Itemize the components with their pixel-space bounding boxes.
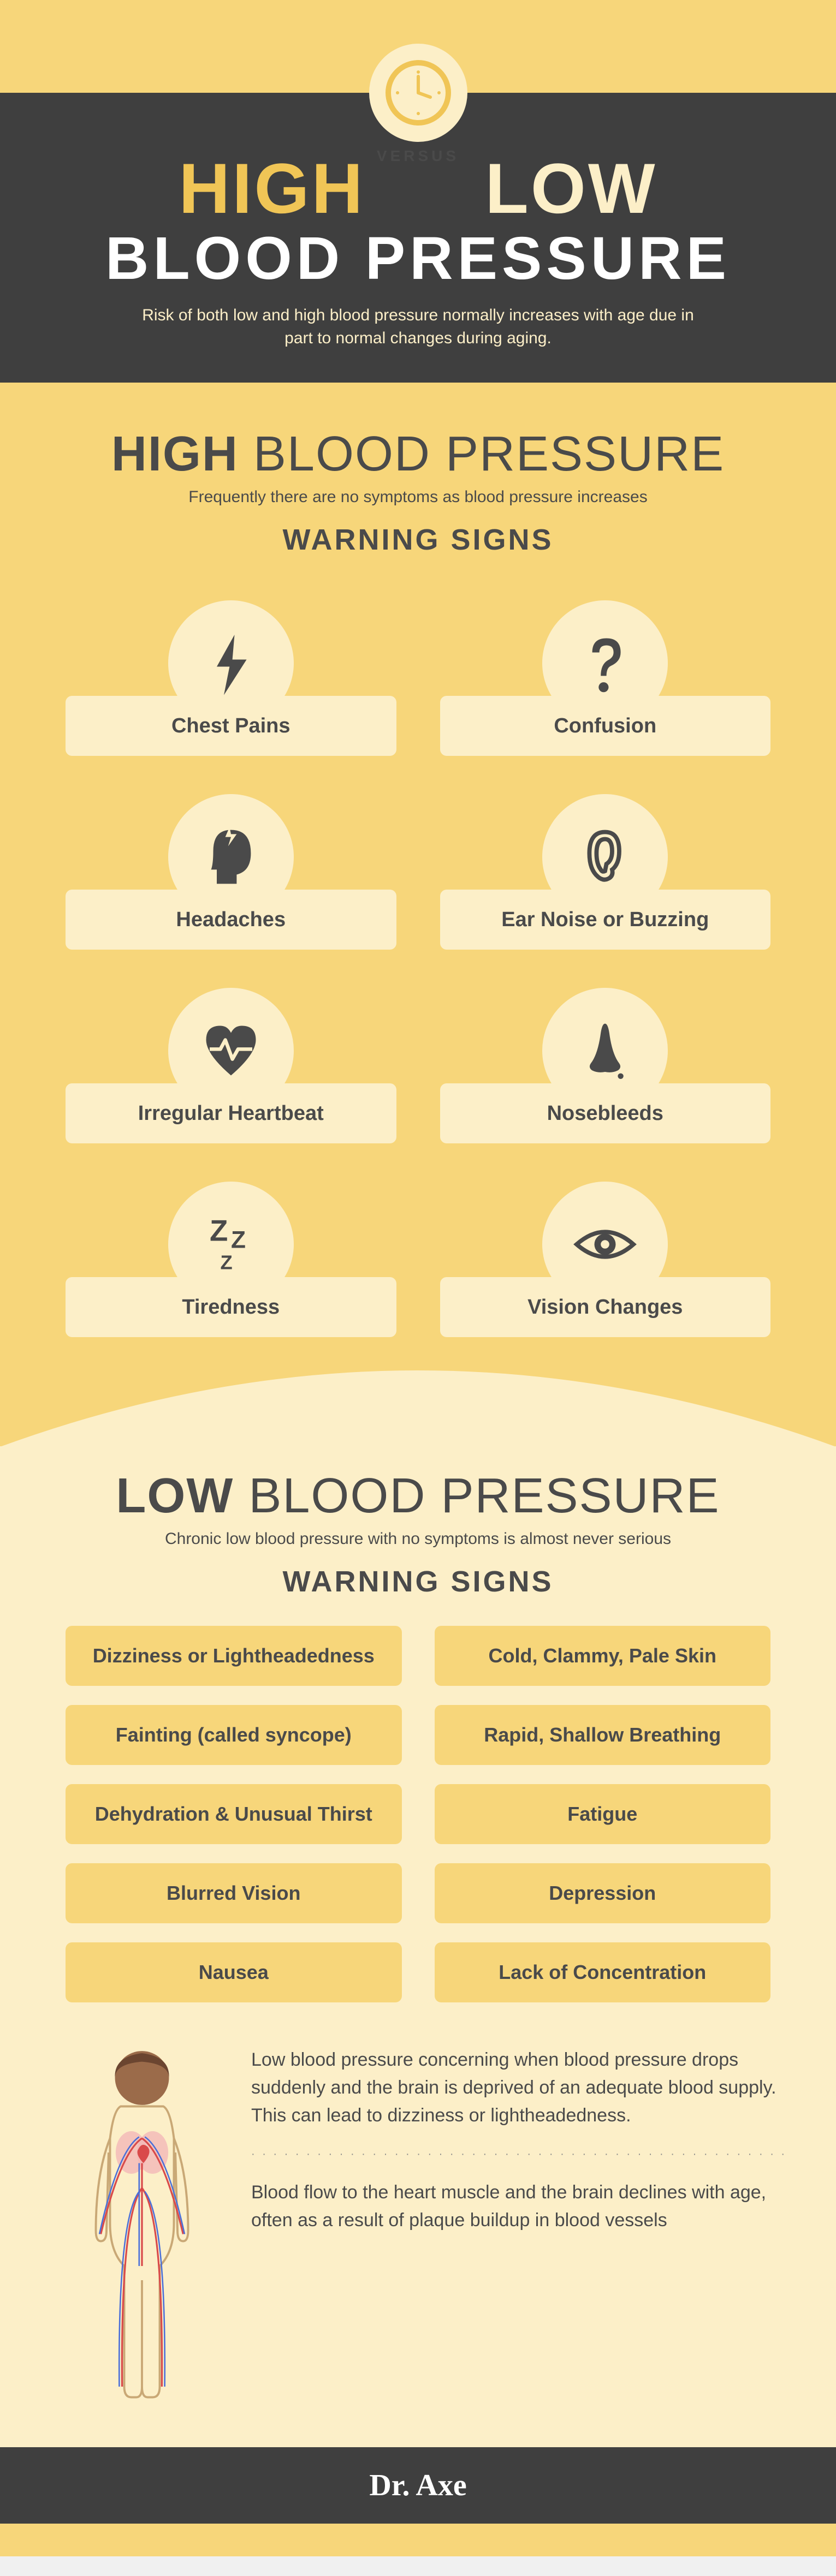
low-sign-label: Cold, Clammy, Pale Skin [489,1644,716,1667]
title-bloodpressure: BLOOD PRESSURE [66,224,770,293]
sign-label-bar: Confusion [440,696,771,756]
low-sign-label: Dizziness or Lightheadedness [93,1644,375,1667]
low-sign-label: Lack of Concentration [499,1960,706,1984]
body-explainer: Low blood pressure concerning when blood… [66,2046,770,2404]
low-title: LOW BLOOD PRESSURE [66,1468,770,1524]
section-divider-curve [0,1338,836,1447]
sign-label-bar: Headaches [66,890,396,950]
low-sign-item: Fatigue [435,1784,771,1844]
sign-label: Chest Pains [171,714,290,738]
low-sign-item: Dizziness or Lightheadedness [66,1626,402,1686]
low-para-2: Blood flow to the heart muscle and the b… [251,2179,787,2234]
low-sign-label: Rapid, Shallow Breathing [484,1723,721,1746]
low-sign-item: Rapid, Shallow Breathing [435,1705,771,1765]
high-sign-item: Chest Pains [66,600,396,756]
low-sign-label: Blurred Vision [167,1881,300,1905]
high-sign-item: Vision Changes [440,1182,771,1337]
sign-label-bar: Chest Pains [66,696,396,756]
high-title-rest: BLOOD PRESSURE [239,427,725,481]
sign-label-bar: Nosebleeds [440,1083,771,1143]
sign-label: Ear Noise or Buzzing [501,908,709,932]
low-sign-item: Fainting (called syncope) [66,1705,402,1765]
high-warning: WARNING SIGNS [66,523,770,557]
divider-dots: · · · · · · · · · · · · · · · · · · · · … [251,2146,787,2162]
low-signs-grid: Dizziness or Lightheadedness Cold, Clammy… [66,1626,770,2002]
low-sign-item: Blurred Vision [66,1863,402,1923]
low-sign-label: Fatigue [567,1802,637,1826]
low-para-1: Low blood pressure concerning when blood… [251,2046,787,2130]
high-title: HIGH BLOOD PRESSURE [66,426,770,482]
low-sign-label: Depression [549,1881,656,1905]
sign-label: Nosebleeds [547,1102,663,1125]
low-sign-item: Dehydration & Unusual Thirst [66,1784,402,1844]
footer: Dr. Axe [0,2447,836,2524]
high-sign-item: Irregular Heartbeat [66,988,396,1143]
low-sign-item: Cold, Clammy, Pale Skin [435,1626,771,1686]
low-sign-item: Lack of Concentration [435,1942,771,2002]
sign-label: Irregular Heartbeat [138,1102,324,1125]
clock-badge [369,44,467,142]
versus-label: VERSUS [377,147,459,165]
sign-label-bar: Ear Noise or Buzzing [440,890,771,950]
low-sign-item: Nausea [66,1942,402,2002]
title-high: HIGH [179,147,365,229]
low-sign-label: Fainting (called syncope) [116,1723,352,1746]
high-section: HIGH BLOOD PRESSURE Frequently there are… [0,383,836,1446]
sign-label: Headaches [176,908,286,932]
footer-brand: Dr. Axe [369,2468,466,2503]
low-sign-label: Dehydration & Unusual Thirst [95,1802,372,1826]
sign-label: Vision Changes [527,1296,683,1319]
clock-icon [386,60,451,126]
high-sign-item: Headaches [66,794,396,950]
header: VERSUS HIGH LOW BLOOD PRESSURE Risk of b… [0,93,836,383]
intro-text: Risk of both low and high blood pressure… [132,304,705,350]
low-warning: WARNING SIGNS [66,1565,770,1599]
body-text-block: Low blood pressure concerning when blood… [251,2046,787,2234]
sign-label-bar: Vision Changes [440,1277,771,1337]
infographic-page: VERSUS HIGH LOW BLOOD PRESSURE Risk of b… [0,0,836,2556]
sign-label: Confusion [554,714,656,738]
low-title-rest: BLOOD PRESSURE [234,1469,720,1523]
low-subtitle: Chronic low blood pressure with no sympt… [66,1530,770,1548]
high-sign-item: Tiredness [66,1182,396,1337]
high-subtitle: Frequently there are no symptoms as bloo… [66,488,770,506]
high-sign-item: Ear Noise or Buzzing [440,794,771,950]
high-signs-grid: Chest Pains Confusion Headaches Ear Nois… [66,600,770,1337]
sign-label-bar: Tiredness [66,1277,396,1337]
bottom-band [0,2524,836,2556]
low-title-bold: LOW [116,1469,234,1523]
low-sign-item: Depression [435,1863,771,1923]
low-sign-label: Nausea [199,1960,269,1984]
low-section: LOW BLOOD PRESSURE Chronic low blood pre… [0,1446,836,2447]
title-low: LOW [485,147,657,229]
high-sign-item: Nosebleeds [440,988,771,1143]
sign-label: Tiredness [182,1296,280,1319]
high-title-bold: HIGH [111,427,239,481]
high-sign-item: Confusion [440,600,771,756]
sign-label-bar: Irregular Heartbeat [66,1083,396,1143]
body-figure [66,2046,218,2404]
